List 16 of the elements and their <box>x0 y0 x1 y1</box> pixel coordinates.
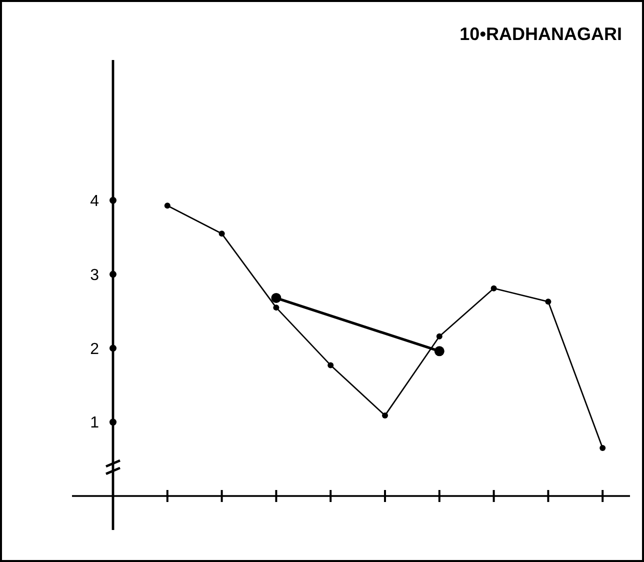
point <box>434 346 444 356</box>
point <box>600 444 606 451</box>
chart-title: 10•RADHANAGARI <box>460 24 622 44</box>
y-tick-label: 3 <box>90 266 100 284</box>
point <box>382 412 388 418</box>
y-tick-label: 4 <box>90 193 100 210</box>
point <box>218 230 225 237</box>
point <box>545 298 552 305</box>
y-tick-label: 1 <box>90 414 100 432</box>
y-tick-label: 2 <box>90 340 100 358</box>
point <box>436 333 442 340</box>
point <box>273 304 280 311</box>
point <box>164 202 170 209</box>
point <box>328 362 334 368</box>
point <box>271 292 282 303</box>
point <box>490 285 497 292</box>
